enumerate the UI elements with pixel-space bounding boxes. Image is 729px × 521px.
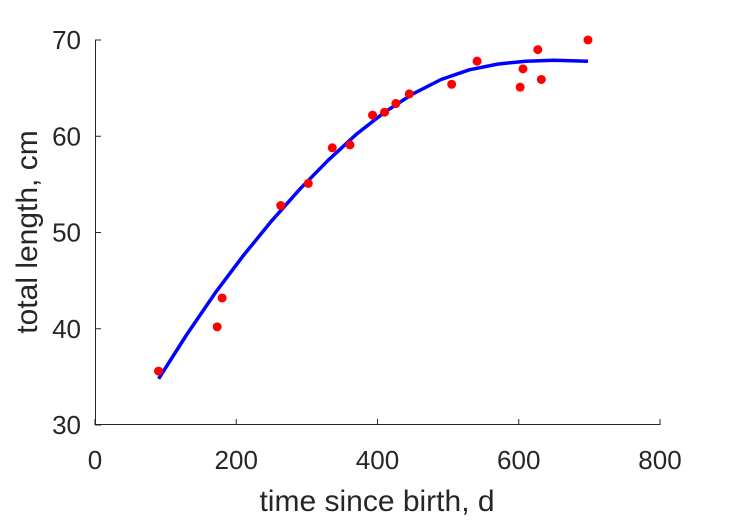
- y-tick-label: 60: [52, 121, 81, 151]
- data-point: [447, 79, 457, 89]
- data-point: [515, 82, 525, 92]
- y-tick-label: 30: [52, 410, 81, 440]
- y-tick-label: 50: [52, 218, 81, 248]
- x-tick-label: 200: [215, 445, 258, 475]
- data-point: [404, 89, 414, 99]
- y-tick-label: 40: [52, 314, 81, 344]
- data-point: [533, 45, 543, 55]
- x-axis-label: time since birth, d: [259, 485, 494, 518]
- series-layer: [154, 35, 593, 380]
- data-point: [518, 64, 528, 74]
- x-tick-label: 0: [88, 445, 102, 475]
- data-point: [536, 74, 546, 84]
- data-point: [472, 56, 482, 66]
- data-point: [276, 201, 286, 211]
- x-ticks: 0 200 400 600 800: [88, 419, 682, 475]
- y-axis-label: total length, cm: [11, 130, 44, 333]
- data-point: [380, 107, 390, 117]
- x-tick-label: 600: [497, 445, 540, 475]
- plot-area: 0 200 400 600 800 30 40 50 60 70: [52, 25, 682, 475]
- data-point: [154, 366, 164, 376]
- data-point: [583, 35, 593, 45]
- data-point: [217, 293, 227, 303]
- data-point: [212, 322, 222, 332]
- data-point: [303, 178, 313, 188]
- fit-curve-line: [157, 58, 589, 380]
- data-point: [345, 140, 355, 150]
- y-ticks: 30 40 50 60 70: [52, 25, 101, 440]
- y-tick-label: 70: [52, 25, 81, 55]
- data-point: [368, 110, 378, 120]
- data-point: [391, 99, 401, 109]
- x-tick-label: 800: [638, 445, 681, 475]
- data-point: [327, 143, 337, 153]
- x-tick-label: 400: [356, 445, 399, 475]
